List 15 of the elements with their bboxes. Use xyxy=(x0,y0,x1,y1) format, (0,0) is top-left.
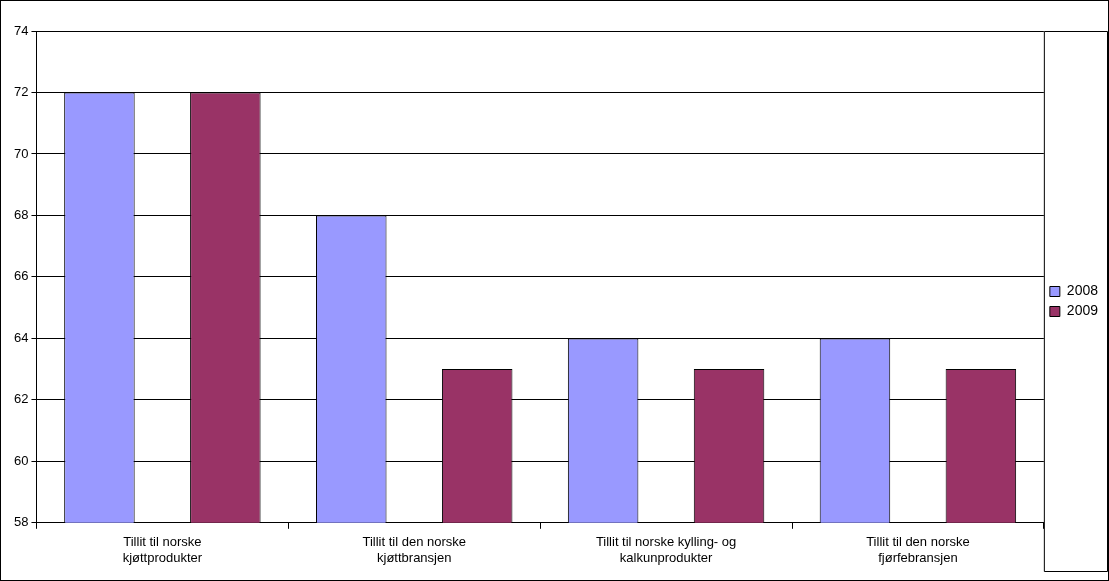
y-tick-label: 64 xyxy=(13,329,29,345)
y-tick-label: 68 xyxy=(13,207,29,222)
x-tick-label: Tillit til den norske kjøttbransjen xyxy=(362,534,467,565)
y-tick-label: 60 xyxy=(13,452,29,468)
y-tick-label: 70 xyxy=(13,145,29,161)
legend-label: 2008 xyxy=(1066,282,1099,299)
y-tick-label: 74 xyxy=(13,22,29,38)
x-tick-label: Tillit til den norske fjørfebransjen xyxy=(866,534,970,565)
x-tick-label: Tillit til norske kylling- og kalkunprodukter xyxy=(595,534,737,565)
y-tick-label: 66 xyxy=(13,268,29,284)
x-tick-label: Tillit til norske kjøttprodukter xyxy=(122,534,203,565)
legend-label: 2009 xyxy=(1066,302,1099,319)
y-tick-label: 72 xyxy=(13,84,29,100)
y-tick-label: 62 xyxy=(13,391,29,407)
y-tick-label: 58 xyxy=(13,514,29,530)
